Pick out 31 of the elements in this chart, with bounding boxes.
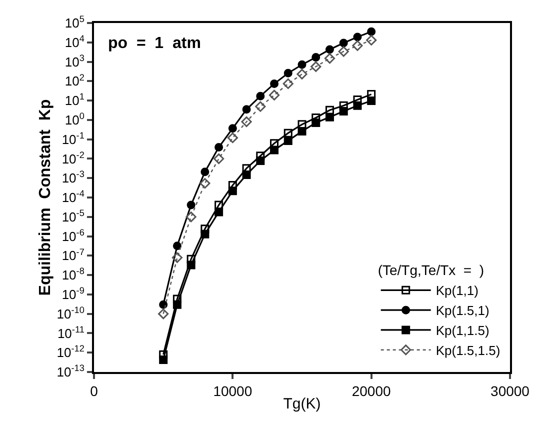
x-tick-label: 20000	[352, 382, 392, 399]
y-tick-label: 10$^{-6}$	[62, 227, 84, 244]
y-tick-label: 10$^{-3}$	[62, 169, 84, 186]
y-tick-label: 10$^{3}$	[64, 52, 84, 70]
y-tick-label: 10$^{-11}$	[57, 324, 84, 341]
legend-label: Kp(1.5,1)	[436, 303, 490, 318]
y-tick-label: 10$^{-1}$	[62, 130, 84, 147]
x-tick-label: 10000	[213, 382, 252, 399]
y-tick-label: 10$^{-13}$	[56, 363, 84, 380]
y-tick-label: 10$^{-5}$	[62, 208, 84, 224]
y-tick-label: 10$^{-7}$	[62, 246, 84, 264]
y-tick-label: 10$^{-10}$	[56, 304, 84, 322]
y-tick-label: 10$^{-8}$	[62, 266, 84, 283]
x-tick-label: 30000	[490, 382, 530, 399]
x-tick-label: 0	[90, 382, 98, 399]
annotation: po = 1 atm	[108, 35, 201, 52]
legend-label: Kp(1,1.5)	[436, 323, 490, 338]
y-tick-label: 10$^{4}$	[64, 33, 84, 50]
y-axis-title: Equilibrium Constant Kp	[37, 99, 54, 296]
y-tick-label: 10$^{-9}$	[62, 286, 84, 302]
legend-label: Kp(1,1)	[436, 283, 478, 298]
y-tick-label: 10$^{1}$	[64, 92, 84, 108]
legend-title: (Te/Tg,Te/Tx = )	[378, 262, 484, 278]
y-tick-label: 10$^{-2}$	[62, 150, 84, 166]
y-tick-label: 10$^{-4}$	[62, 188, 84, 206]
y-tick-label: 10$^{-12}$	[56, 344, 84, 360]
y-tick-label: 10$^{2}$	[64, 72, 84, 89]
x-axis-title: Tg(K)	[283, 395, 321, 412]
y-tick-label: 10$^{0}$	[64, 111, 84, 128]
y-tick-label: 10$^{5}$	[64, 14, 84, 31]
legend-label: Kp(1.5,1.5)	[436, 342, 500, 358]
